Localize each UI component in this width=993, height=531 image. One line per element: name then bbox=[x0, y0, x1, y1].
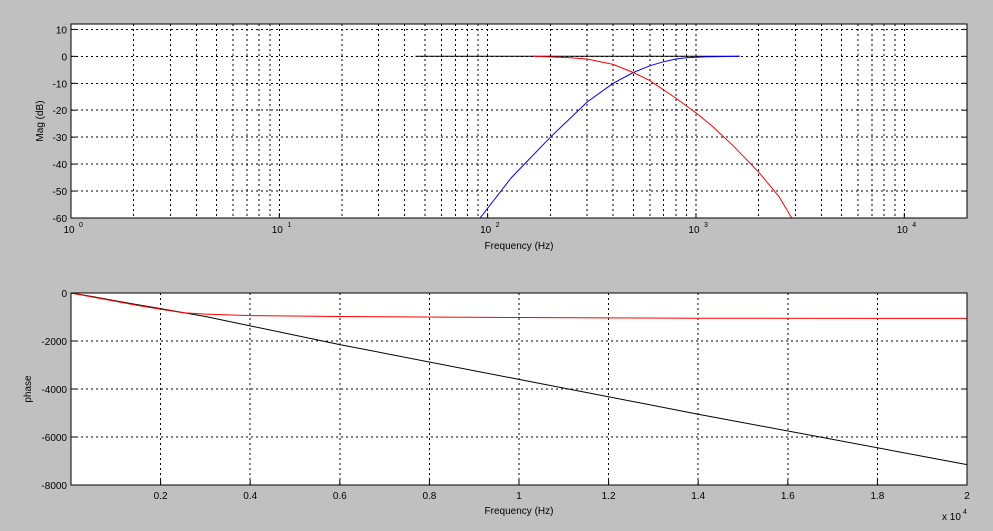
phase-xtick-label: 0.2 bbox=[154, 491, 168, 502]
phase-ylabel: phase bbox=[23, 375, 34, 403]
phase-ytick-label: 0 bbox=[61, 289, 67, 300]
magnitude-xtick-label: 10 bbox=[688, 225, 700, 236]
phase-ytick-label: -6000 bbox=[41, 433, 67, 444]
phase-xtick-label: 0.6 bbox=[333, 491, 347, 502]
magnitude-xlabel: Frequency (Hz) bbox=[485, 241, 554, 252]
phase-ytick-label: -4000 bbox=[41, 385, 67, 396]
phase-xtick-label: 1.2 bbox=[602, 491, 616, 502]
phase-xtick-label: 1.4 bbox=[691, 491, 705, 502]
magnitude-xtick-exponent: 1 bbox=[287, 222, 291, 229]
phase-xtick-label: 1.8 bbox=[870, 491, 884, 502]
magnitude-ytick-label: 0 bbox=[61, 52, 67, 63]
magnitude-series bbox=[415, 55, 793, 219]
magnitude-ytick-label: 10 bbox=[56, 25, 68, 36]
magnitude-plot-area bbox=[71, 24, 967, 218]
phase-plot: 0 -2000 -4000 -6000 -8000 0.2 0.4 0.6 0.8 1 1.2 1.4… bbox=[23, 289, 970, 523]
magnitude-ytick-label: -10 bbox=[53, 79, 68, 90]
magnitude-xtick-exponent: 2 bbox=[496, 222, 500, 229]
magnitude-xtick-exponent: 3 bbox=[704, 222, 708, 229]
phase-xlabel: Frequency (Hz) bbox=[485, 506, 554, 517]
magnitude-ytick-label: -50 bbox=[53, 187, 68, 198]
phase-xtick-label: 1 bbox=[516, 491, 522, 502]
phase-x-multiplier: x 10 bbox=[942, 512, 961, 523]
phase-x-multiplier-exponent: 4 bbox=[963, 509, 967, 516]
phase-ytick-label: -8000 bbox=[41, 481, 67, 492]
phase-xtick-label: 2 bbox=[964, 491, 970, 502]
magnitude-ytick-label: -40 bbox=[53, 160, 68, 171]
magnitude-ytick-label: -30 bbox=[53, 133, 68, 144]
magnitude-ylabel: Mag (dB) bbox=[35, 100, 46, 141]
magnitude-plot-frame bbox=[70, 23, 968, 219]
phase-series-line-1 bbox=[70, 292, 968, 319]
magnitude-xtick-exponent: 4 bbox=[912, 222, 916, 229]
phase-ytick-label: -2000 bbox=[41, 337, 67, 348]
phase-xtick-label: 0.8 bbox=[422, 491, 436, 502]
magnitude-xtick-label: 10 bbox=[63, 225, 75, 236]
magnitude-series-line-2 bbox=[532, 55, 793, 219]
phase-xtick-label: 0.4 bbox=[243, 491, 257, 502]
magnitude-xtick-label: 10 bbox=[272, 225, 284, 236]
magnitude-xtick-label: 10 bbox=[480, 225, 492, 236]
magnitude-ytick-label: -60 bbox=[53, 214, 68, 225]
magnitude-xtick-exponent: 0 bbox=[79, 222, 83, 229]
magnitude-ytick-label: -20 bbox=[53, 106, 68, 117]
magnitude-series-line-1 bbox=[479, 55, 740, 219]
phase-labels: 0 -2000 -4000 -6000 -8000 0.2 0.4 0.6 0.8 1 1.2 1.4… bbox=[23, 289, 970, 523]
magnitude-grid bbox=[71, 24, 968, 218]
magnitude-xtick-label: 10 bbox=[897, 225, 909, 236]
phase-series bbox=[70, 292, 968, 466]
phase-xtick-label: 1.6 bbox=[781, 491, 795, 502]
